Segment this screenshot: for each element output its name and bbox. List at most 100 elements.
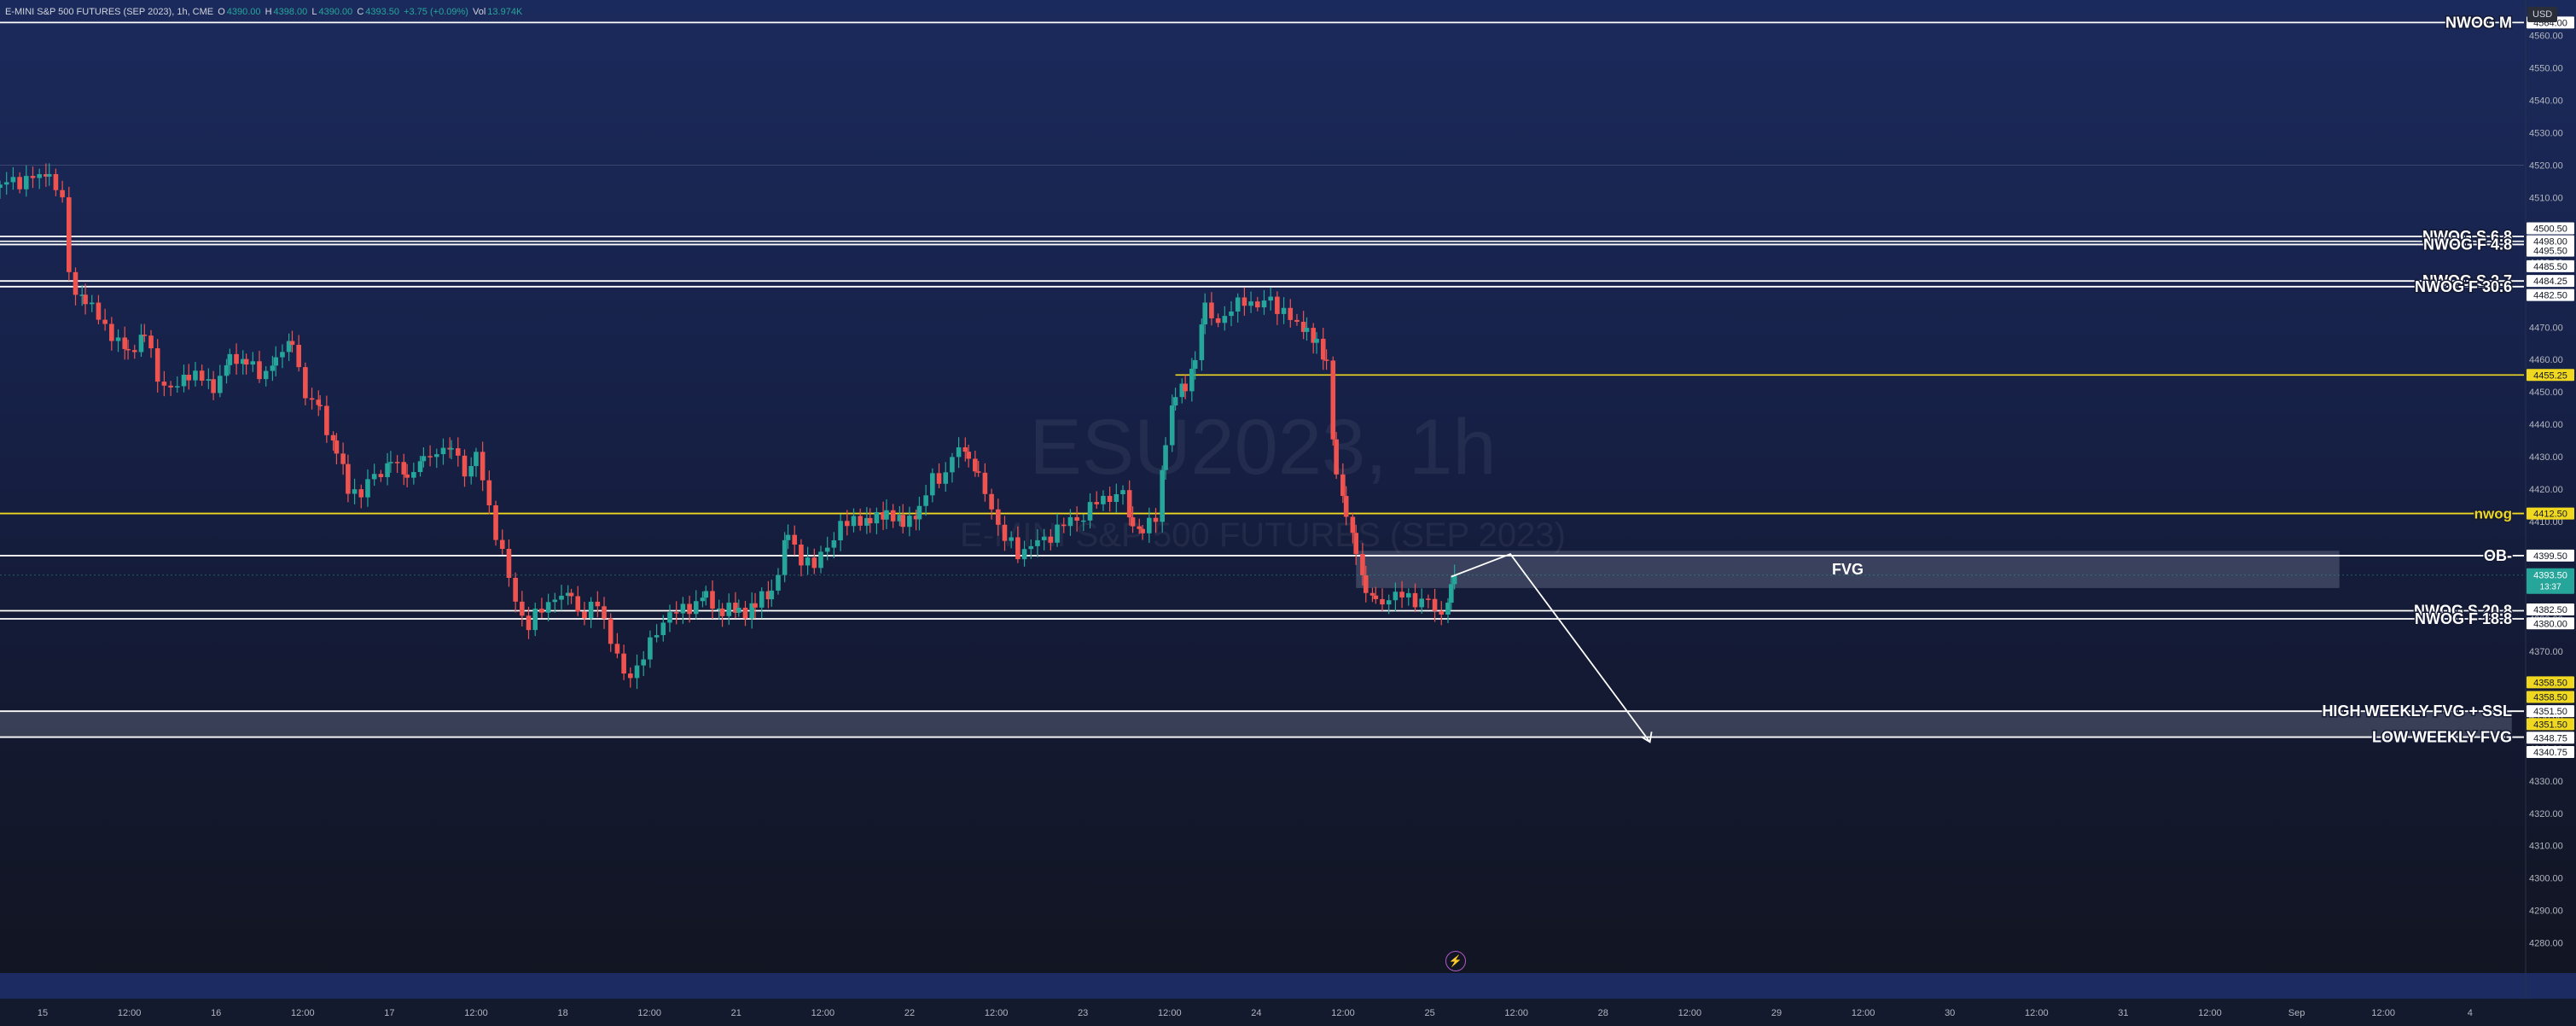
level-label: NWOG F 30.6 bbox=[2415, 278, 2512, 295]
candle bbox=[1330, 360, 1336, 440]
candle bbox=[1311, 328, 1316, 343]
candle bbox=[440, 447, 446, 455]
candle bbox=[17, 177, 22, 189]
projection-path bbox=[1451, 552, 1651, 743]
candle bbox=[526, 615, 532, 631]
candle bbox=[1002, 524, 1008, 541]
candle bbox=[588, 601, 594, 619]
candle bbox=[427, 456, 433, 458]
candle bbox=[831, 540, 837, 548]
candle bbox=[371, 474, 377, 480]
candle bbox=[1294, 319, 1300, 322]
price-tag-label: 4498.00 bbox=[2533, 237, 2567, 248]
level-label: NWOG S 2.7 bbox=[2422, 272, 2512, 289]
candle bbox=[1192, 359, 1198, 369]
candle bbox=[900, 515, 905, 528]
candle bbox=[956, 447, 962, 458]
candle bbox=[753, 603, 758, 608]
symbol-legend[interactable]: E-MINI S&P 500 FUTURES (SEP 2023), 1h, C… bbox=[5, 7, 524, 17]
candle bbox=[782, 539, 788, 575]
zone-box bbox=[0, 711, 2512, 737]
price-tag-label: 4399.50 bbox=[2533, 551, 2567, 562]
time-tick-label: 31 bbox=[2118, 1008, 2128, 1018]
candle bbox=[358, 489, 364, 498]
price-tag-label: 4351.50 bbox=[2533, 707, 2567, 717]
candle bbox=[273, 357, 279, 366]
candle bbox=[844, 521, 850, 527]
candle bbox=[907, 516, 912, 528]
time-tick-label: 12:00 bbox=[1158, 1008, 1182, 1018]
candle bbox=[378, 474, 384, 477]
price-tick-label: 4300.00 bbox=[2529, 874, 2563, 884]
candle bbox=[352, 489, 358, 494]
candle bbox=[1268, 296, 1273, 301]
level-label: NWOG F 18.8 bbox=[2415, 610, 2512, 627]
price-tick-label: 4450.00 bbox=[2529, 388, 2563, 398]
price-tag bbox=[2527, 732, 2574, 744]
candle bbox=[1172, 397, 1178, 405]
candle bbox=[1386, 600, 1392, 605]
time-tick-label: 12:00 bbox=[464, 1008, 488, 1018]
candle bbox=[1179, 383, 1185, 398]
candle bbox=[1334, 439, 1339, 475]
lightning-icon[interactable]: ⚡ bbox=[1445, 951, 1466, 971]
price-tag bbox=[2527, 369, 2574, 382]
price-tag-label: 4380.00 bbox=[2533, 619, 2567, 629]
candle bbox=[1314, 338, 1319, 343]
zone-label: FVG bbox=[1832, 561, 1864, 578]
candle bbox=[1189, 368, 1195, 392]
price-tick-label: 4280.00 bbox=[2529, 939, 2563, 949]
price-tick-label: 4430.00 bbox=[2529, 452, 2563, 463]
candle bbox=[818, 551, 823, 568]
candle bbox=[109, 324, 114, 341]
low-value: 4390.00 bbox=[318, 7, 353, 17]
candle bbox=[890, 510, 896, 522]
candle bbox=[1360, 554, 1365, 575]
candle bbox=[1067, 516, 1073, 527]
candle bbox=[1304, 328, 1310, 332]
candle bbox=[989, 493, 994, 510]
candle bbox=[125, 348, 131, 351]
candle bbox=[805, 557, 811, 566]
candle bbox=[411, 471, 416, 478]
candle bbox=[1009, 537, 1014, 541]
candle bbox=[1248, 301, 1253, 306]
candle bbox=[1393, 592, 1398, 601]
candle bbox=[950, 457, 955, 473]
time-tick-label: 15 bbox=[38, 1008, 48, 1018]
candle bbox=[1048, 536, 1054, 543]
candle bbox=[1130, 517, 1136, 527]
time-tick-label: 12:00 bbox=[811, 1008, 835, 1018]
candle bbox=[1087, 502, 1093, 521]
price-tag bbox=[2527, 235, 2574, 248]
candle bbox=[1281, 307, 1287, 314]
price-tag bbox=[2527, 289, 2574, 301]
candle bbox=[193, 370, 198, 381]
candle bbox=[1120, 490, 1125, 495]
time-tick-label: 21 bbox=[731, 1008, 741, 1018]
level-label: LOW WEEKLY FVG bbox=[2372, 729, 2512, 746]
candle bbox=[1439, 610, 1445, 615]
price-tag bbox=[2527, 259, 2574, 272]
time-tick-label: 12:00 bbox=[1678, 1008, 1702, 1018]
candle bbox=[838, 521, 843, 541]
candle bbox=[1199, 324, 1205, 360]
candle bbox=[218, 376, 223, 393]
candle bbox=[1041, 536, 1047, 540]
price-tag bbox=[2527, 549, 2574, 562]
candle bbox=[867, 517, 873, 524]
price-tick-label: 4520.00 bbox=[2529, 160, 2563, 171]
candle bbox=[719, 608, 725, 616]
candle bbox=[10, 177, 16, 183]
candle bbox=[1235, 297, 1241, 312]
currency-button[interactable]: USD bbox=[2527, 7, 2558, 22]
time-tick-label: 12:00 bbox=[2198, 1008, 2222, 1018]
price-tick-label: 4290.00 bbox=[2529, 906, 2563, 917]
candle bbox=[1340, 474, 1346, 497]
candle bbox=[79, 294, 84, 296]
time-tick-label: 18 bbox=[557, 1008, 567, 1018]
price-tag-label: 4358.50 bbox=[2533, 692, 2567, 702]
price-tick-label: 4320.00 bbox=[2529, 809, 2563, 819]
